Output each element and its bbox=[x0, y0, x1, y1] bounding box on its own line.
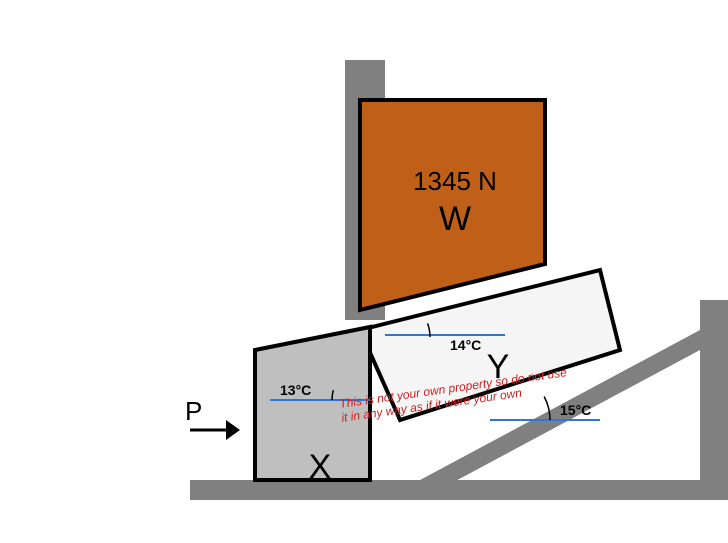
block-w-label: W bbox=[439, 200, 471, 238]
floor-bar bbox=[190, 480, 728, 500]
right-wall bbox=[700, 300, 728, 500]
force-value-label: 1345 N bbox=[413, 166, 497, 196]
block-x-label: X bbox=[309, 448, 332, 486]
angle-14-label: 14°C bbox=[450, 337, 481, 353]
angle-13-label: 13°C bbox=[280, 382, 311, 398]
angle-15-label: 15°C bbox=[560, 402, 591, 418]
block-y-label: Y bbox=[487, 348, 510, 386]
force-p-label: P bbox=[185, 396, 202, 426]
